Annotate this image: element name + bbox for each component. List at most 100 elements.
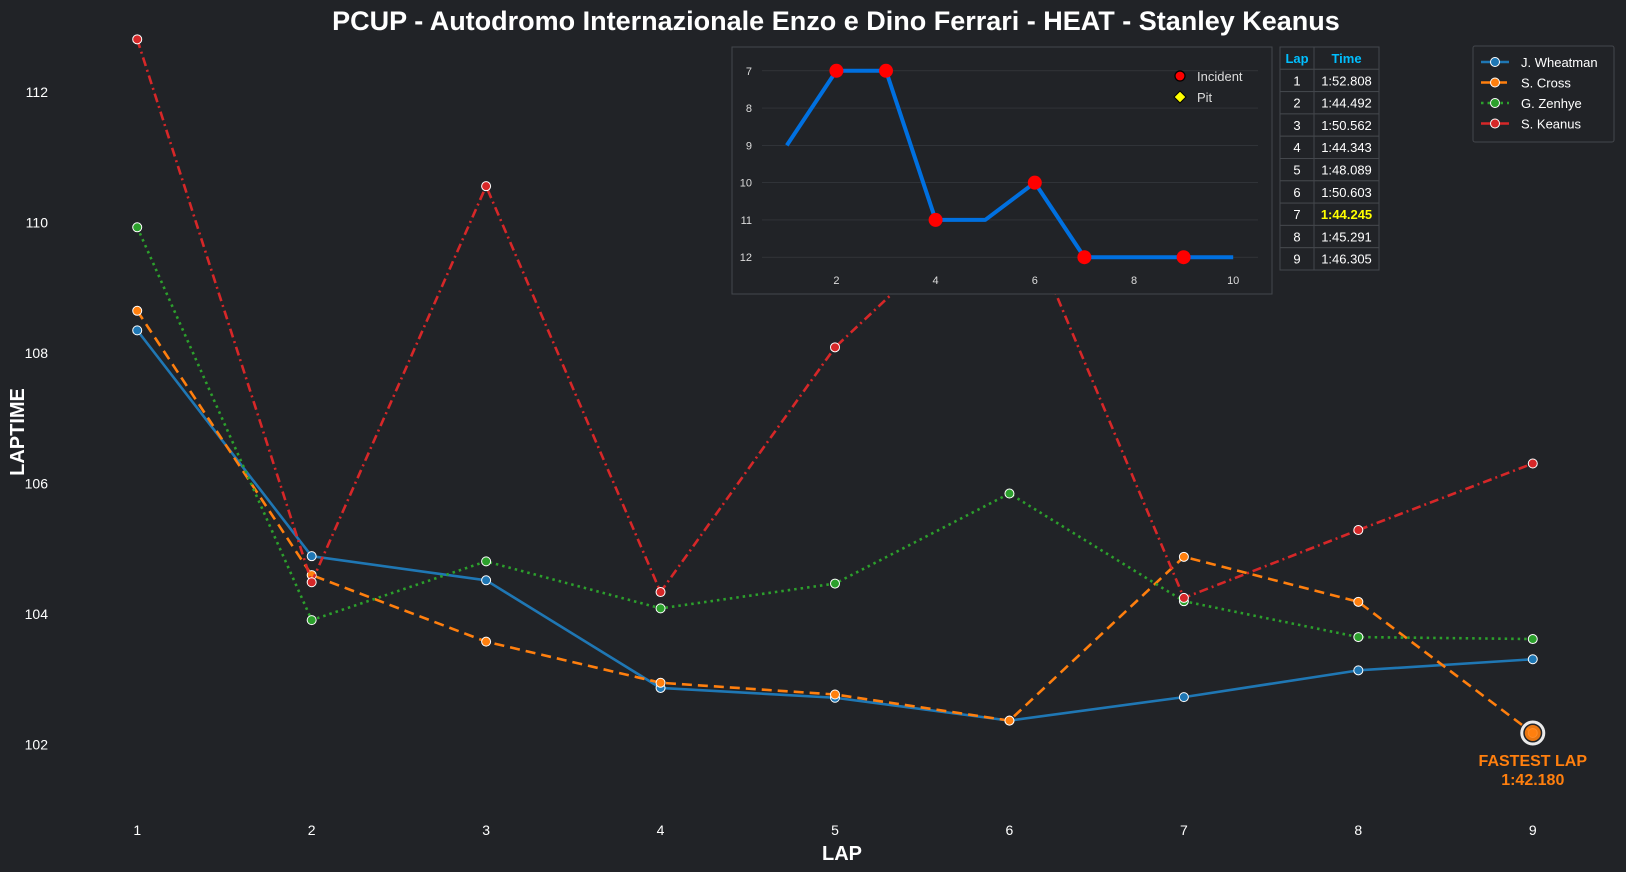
data-point bbox=[132, 325, 143, 336]
fastest-lap-label: FASTEST LAP bbox=[1479, 753, 1588, 770]
inset-position-line bbox=[785, 68, 1234, 260]
table-lap-time: 1:52.808 bbox=[1321, 73, 1372, 88]
table-lap-number: 6 bbox=[1293, 185, 1300, 200]
legend-marker bbox=[1490, 57, 1500, 67]
inset-x-tick: 10 bbox=[1227, 275, 1239, 287]
data-point bbox=[655, 587, 666, 598]
legend-label: S. Cross bbox=[1521, 76, 1571, 91]
inset-y-tick: 12 bbox=[740, 252, 752, 264]
inset-x-tick: 6 bbox=[1032, 275, 1038, 287]
inset-legend-label: Incident bbox=[1197, 69, 1243, 84]
legend-marker bbox=[1490, 98, 1500, 108]
y-tick-label: 112 bbox=[26, 84, 49, 100]
y-tick-label: 106 bbox=[25, 476, 49, 492]
inset-y-tick: 9 bbox=[746, 140, 752, 152]
data-point bbox=[306, 615, 317, 626]
data-point bbox=[1004, 715, 1015, 726]
pit-legend-marker bbox=[1173, 90, 1187, 104]
data-point bbox=[1178, 551, 1189, 562]
data-point bbox=[830, 342, 840, 353]
fastest-lap-ring bbox=[1520, 720, 1546, 746]
table-header-time: Time bbox=[1331, 51, 1361, 66]
data-point bbox=[306, 551, 317, 562]
table-lap-number: 9 bbox=[1293, 252, 1300, 267]
y-axis-label: LAPTIME bbox=[7, 388, 29, 476]
inset-y-tick: 11 bbox=[741, 215, 752, 227]
legend-label: J. Wheatman bbox=[1521, 55, 1598, 70]
incident-marker bbox=[1077, 250, 1092, 265]
data-point bbox=[1004, 488, 1015, 499]
incident-marker bbox=[879, 63, 893, 78]
data-point bbox=[481, 575, 492, 586]
table-lap-time: 1:50.562 bbox=[1321, 118, 1372, 133]
table-lap-number: 8 bbox=[1293, 229, 1300, 244]
inset-y-tick: 7 bbox=[746, 66, 752, 78]
data-point bbox=[132, 34, 143, 45]
table-cell-border bbox=[1313, 247, 1380, 271]
table-header-lap: Lap bbox=[1285, 51, 1308, 66]
x-tick-label: 7 bbox=[1180, 822, 1188, 838]
fastest-lap-annotation: FASTEST LAP 1:42.180 bbox=[1479, 720, 1588, 789]
table-lap-number: 3 bbox=[1293, 118, 1300, 133]
table-lap-time: 1:44.343 bbox=[1321, 140, 1372, 155]
incident-marker bbox=[928, 212, 943, 227]
data-point bbox=[132, 305, 143, 316]
data-point bbox=[481, 556, 492, 567]
inset-x-tick: 2 bbox=[833, 275, 839, 287]
x-tick-label: 8 bbox=[1354, 822, 1362, 838]
chart-title: PCUP - Autodromo Internazionale Enzo e D… bbox=[332, 6, 1340, 36]
data-point bbox=[481, 636, 492, 647]
x-tick-label: 2 bbox=[308, 822, 316, 838]
inset-x-tick: 8 bbox=[1131, 275, 1137, 287]
x-tick-label: 9 bbox=[1529, 822, 1537, 838]
table-lap-time: 1:46.305 bbox=[1321, 252, 1372, 267]
inset-y-tick: 10 bbox=[740, 178, 752, 190]
data-point bbox=[1178, 692, 1189, 703]
series-lines bbox=[132, 34, 1538, 738]
table-lap-number: 4 bbox=[1293, 140, 1300, 155]
fastest-lap-marker bbox=[1524, 725, 1541, 741]
incident-legend-marker bbox=[1174, 70, 1186, 82]
table-best-lap-time: 1:44.245 bbox=[1321, 207, 1372, 222]
data-point bbox=[1527, 654, 1538, 665]
data-point bbox=[481, 181, 492, 192]
table-lap-number: 1 bbox=[1293, 73, 1300, 88]
data-point bbox=[1527, 634, 1538, 645]
series-line bbox=[135, 38, 1534, 600]
x-tick-label: 1 bbox=[133, 822, 141, 838]
table-lap-number: 5 bbox=[1293, 163, 1300, 178]
x-tick-label: 5 bbox=[831, 822, 839, 838]
data-point bbox=[1353, 665, 1364, 676]
x-tick-label: 6 bbox=[1006, 822, 1014, 838]
y-tick-label: 102 bbox=[25, 737, 49, 753]
table-lap-number: 2 bbox=[1293, 96, 1300, 111]
data-point bbox=[830, 578, 840, 589]
data-point bbox=[830, 689, 840, 700]
data-point bbox=[1178, 592, 1189, 603]
series-s-keanus bbox=[132, 34, 1538, 603]
table-lap-number: 7 bbox=[1293, 207, 1300, 222]
table-lap-time: 1:50.603 bbox=[1321, 185, 1372, 200]
series-g-zenhye bbox=[132, 222, 1538, 645]
inset-legend-label: Pit bbox=[1197, 90, 1213, 105]
data-point bbox=[1353, 596, 1364, 607]
position-inset: 7 8 9 10 11 12 2 4 6 8 10 Incident Pit bbox=[731, 46, 1273, 295]
inset-x-tick: 4 bbox=[933, 275, 939, 287]
data-point bbox=[1527, 458, 1538, 469]
legend-frame bbox=[1472, 45, 1615, 143]
legend-label: S. Keanus bbox=[1521, 117, 1581, 132]
legend-marker bbox=[1490, 77, 1500, 88]
fastest-lap-time: 1:42.180 bbox=[1501, 772, 1564, 789]
data-point bbox=[655, 603, 666, 614]
lap-time-table: Lap Time 1 1:52.808 2 1:44.492 3 1:50.562 4 1:44.… bbox=[1279, 46, 1380, 271]
table-lap-time: 1:48.089 bbox=[1321, 163, 1372, 178]
y-tick-label: 110 bbox=[26, 215, 49, 231]
incident-marker bbox=[1027, 175, 1042, 190]
legend: J. Wheatman S. Cross G. Zenhye S. Keanus bbox=[1472, 45, 1615, 143]
table-lap-time: 1:45.291 bbox=[1321, 229, 1372, 244]
x-tick-label: 4 bbox=[657, 822, 665, 838]
data-point bbox=[1353, 632, 1364, 643]
data-point bbox=[132, 222, 143, 233]
